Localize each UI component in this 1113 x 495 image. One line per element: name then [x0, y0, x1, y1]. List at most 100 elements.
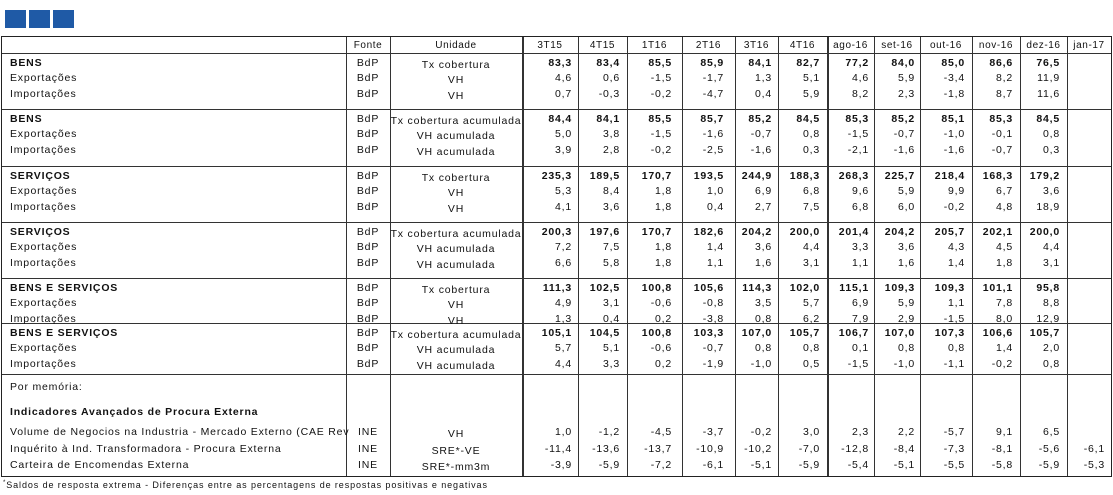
row-fonte: BdP: [356, 128, 380, 140]
table-cell: 9,9: [948, 185, 965, 197]
table-cell: 83,4: [596, 57, 620, 69]
table-cell: -7,0: [798, 443, 820, 455]
table-cell: 0,1: [852, 342, 869, 354]
table-cell: 2,7: [755, 201, 772, 213]
column-divider: [1020, 37, 1021, 476]
header-period: 2T16: [695, 40, 722, 51]
table-cell: 84,5: [1036, 113, 1060, 125]
column-divider: [578, 37, 579, 476]
table-cell: 84,1: [748, 57, 772, 69]
table-cell: 115,1: [839, 282, 869, 294]
table-cell: 218,4: [934, 170, 965, 182]
table-cell: 179,2: [1029, 170, 1060, 182]
row-fonte: BdP: [356, 57, 380, 69]
table-cell: 1,4: [707, 241, 724, 253]
row-fonte: BdP: [356, 313, 380, 325]
table-cell: 170,7: [641, 226, 672, 238]
row-unidade: Tx cobertura: [421, 284, 491, 296]
table-cell: 100,8: [641, 282, 672, 294]
table-cell: 5,1: [603, 342, 620, 354]
table-cell: 77,2: [845, 57, 869, 69]
table-cell: 85,7: [700, 113, 724, 125]
row-fonte: BdP: [356, 113, 380, 125]
table-cell: -5,9: [798, 459, 820, 471]
table-cell: 109,3: [884, 282, 915, 294]
group-divider: [2, 166, 1111, 167]
header-square-1: [5, 10, 26, 28]
row-fonte: BdP: [356, 72, 380, 84]
table-cell: -7,2: [650, 459, 672, 471]
table-cell: -2,1: [847, 144, 869, 156]
table-cell: 1,4: [996, 342, 1013, 354]
table-cell: 85,2: [891, 113, 915, 125]
table-cell: 0,8: [755, 313, 772, 325]
table-cell: 0,8: [1043, 358, 1060, 370]
row-fonte: BdP: [356, 327, 380, 339]
table-cell: -0,7: [893, 128, 915, 140]
table-cell: -3,9: [550, 459, 572, 471]
table-cell: -8,4: [893, 443, 915, 455]
table-cell: -6,1: [702, 459, 724, 471]
table-cell: 8,0: [996, 313, 1013, 325]
table-cell: 84,4: [548, 113, 572, 125]
table-cell: 5,9: [898, 297, 915, 309]
row-unidade: VH: [447, 203, 465, 215]
table-cell: -1,0: [943, 128, 965, 140]
table-cell: 2,8: [603, 144, 620, 156]
row-label: Exportações: [10, 128, 78, 140]
row-unidade: SRE*-VE: [431, 445, 481, 457]
row-label: Importações: [10, 358, 77, 370]
row-label: Exportações: [10, 185, 78, 197]
group-divider: [2, 278, 1111, 279]
table-cell: 4,6: [852, 72, 869, 84]
table-cell: 6,9: [852, 297, 869, 309]
header-square-3: [53, 10, 74, 28]
table-cell: 1,8: [655, 185, 672, 197]
table-cell: 0,7: [555, 88, 572, 100]
table-cell: 1,1: [852, 257, 869, 269]
table-cell: 105,7: [1029, 327, 1060, 339]
row-fonte: BdP: [356, 144, 380, 156]
table-cell: -1,0: [893, 358, 915, 370]
table-cell: 6,7: [996, 185, 1013, 197]
table-cell: -1,5: [943, 313, 965, 325]
table-cell: 4,9: [555, 297, 572, 309]
row-unidade: VH: [447, 74, 465, 86]
table-cell: 107,3: [934, 327, 965, 339]
column-divider: [390, 37, 391, 476]
table-cell: 204,2: [741, 226, 772, 238]
table-cell: 6,8: [852, 201, 869, 213]
table-cell: 225,7: [884, 170, 915, 182]
row-fonte: BdP: [356, 358, 380, 370]
table-cell: 6,5: [1043, 426, 1060, 438]
row-fonte: BdP: [356, 170, 380, 182]
column-divider: [827, 37, 829, 476]
table-cell: 4,1: [555, 201, 572, 213]
table-cell: 1,1: [948, 297, 965, 309]
header-period: dez-16: [1026, 40, 1061, 51]
table-cell: -0,6: [650, 297, 672, 309]
row-label: SERVIÇOS: [10, 226, 71, 238]
row-fonte: BdP: [356, 88, 380, 100]
table-cell: 3,6: [898, 241, 915, 253]
table-cell: 5,9: [803, 88, 820, 100]
header-period: 3T16: [743, 40, 770, 51]
table-cell: 103,3: [693, 327, 724, 339]
group-divider: [2, 374, 1111, 375]
table-cell: 5,9: [898, 72, 915, 84]
table-cell: 182,6: [693, 226, 724, 238]
table-cell: 105,6: [693, 282, 724, 294]
group-divider: [2, 109, 1111, 110]
row-label: SERVIÇOS: [10, 170, 71, 182]
table-cell: 4,6: [555, 72, 572, 84]
table-cell: 8,4: [603, 185, 620, 197]
row-label: Importações: [10, 201, 77, 213]
table-cell: -1,6: [702, 128, 724, 140]
row-fonte: BdP: [356, 297, 380, 309]
table-cell: 86,6: [989, 57, 1013, 69]
table-cell: 200,0: [1029, 226, 1060, 238]
row-label: BENS: [10, 113, 43, 125]
table-cell: 2,9: [898, 313, 915, 325]
table-cell: 3,0: [803, 426, 820, 438]
table-cell: 5,9: [898, 185, 915, 197]
